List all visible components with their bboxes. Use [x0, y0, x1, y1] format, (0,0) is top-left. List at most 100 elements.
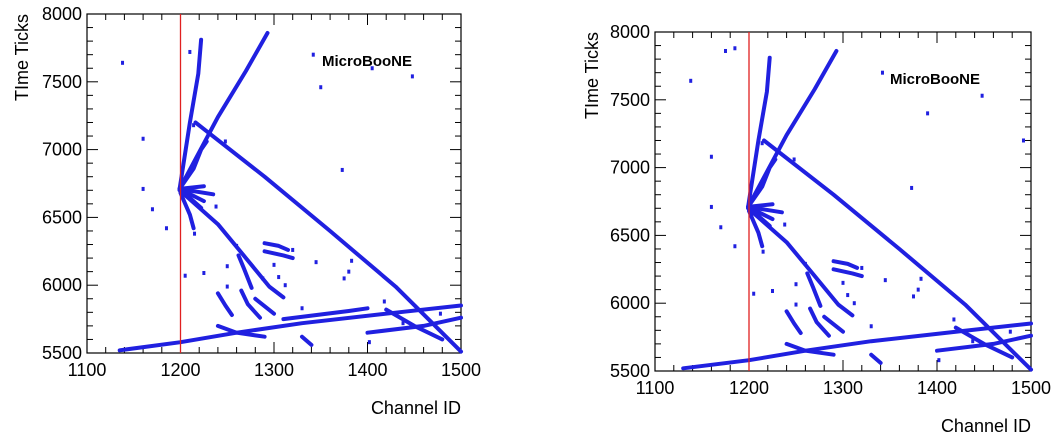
- hit-point: [401, 321, 405, 326]
- track-line: [117, 303, 463, 353]
- track-line: [281, 306, 370, 322]
- hit-point: [277, 275, 281, 280]
- track-line: [831, 267, 864, 279]
- track-line: [762, 138, 1033, 372]
- track-line: [177, 139, 209, 191]
- y-tick-label: 7000: [610, 158, 650, 178]
- hit-point: [1008, 329, 1012, 334]
- track-line: [300, 334, 314, 347]
- track-line: [681, 321, 1033, 371]
- track-line: [784, 309, 803, 335]
- hit-point: [794, 302, 798, 307]
- hit-point: [783, 222, 787, 227]
- hit-point: [214, 204, 218, 209]
- x-tick-label: 1400: [917, 378, 957, 398]
- hit-point: [438, 311, 442, 316]
- hit-point: [1021, 138, 1025, 143]
- track-line: [746, 157, 778, 209]
- y-tick-label: 8000: [610, 22, 650, 42]
- hit-point: [761, 249, 765, 254]
- hit-point: [916, 287, 920, 292]
- x-tick-label: 1500: [1011, 378, 1051, 398]
- track-line: [384, 307, 445, 342]
- track-line: [869, 352, 883, 365]
- hit-point: [272, 262, 276, 267]
- hit-point: [709, 154, 713, 159]
- hit-point: [319, 85, 323, 90]
- y-tick-label: 5500: [42, 343, 82, 363]
- chart-panel-left: TIme Ticks Channel ID MicroBooNE 1100 120…: [12, 4, 481, 418]
- x-tick-label: 1200: [729, 378, 769, 398]
- axis-ticks: 1100 1200 1300 1400 1500 5500 6000 6500 7000 7500…: [610, 22, 1051, 398]
- hit-point: [300, 306, 304, 311]
- hit-point: [291, 247, 295, 252]
- hit-point: [342, 276, 346, 281]
- y-tick-label: 6000: [610, 293, 650, 313]
- track-line: [178, 191, 196, 231]
- track-line: [177, 37, 204, 191]
- hit-point: [141, 186, 145, 191]
- hit-point: [777, 149, 781, 154]
- track-line: [935, 333, 1033, 353]
- track-line: [746, 55, 772, 209]
- hit-point: [382, 299, 386, 304]
- track-line: [262, 249, 295, 261]
- hit-point: [846, 293, 850, 298]
- track-line: [193, 120, 463, 354]
- y-tick-label: 6000: [42, 275, 82, 295]
- x-tick-label: 1100: [68, 360, 107, 380]
- hit-point: [771, 288, 774, 293]
- track-line: [808, 306, 831, 338]
- hit-point: [689, 78, 693, 83]
- hit-point: [347, 269, 351, 274]
- hit-point: [164, 226, 168, 231]
- hit-point: [912, 294, 915, 299]
- hit-point: [869, 324, 873, 329]
- track-line: [236, 253, 254, 290]
- y-axis-label: TIme Ticks: [12, 14, 32, 101]
- hit-point: [141, 136, 145, 141]
- hit-point: [193, 231, 197, 236]
- hit-point: [410, 74, 414, 79]
- y-tick-label: 7000: [42, 140, 82, 160]
- x-axis-label: Channel ID: [941, 416, 1031, 436]
- data-marks: [681, 32, 1033, 372]
- hit-point: [841, 280, 845, 285]
- hit-point: [733, 244, 737, 249]
- y-tick-label: 7500: [610, 90, 650, 110]
- hit-point: [733, 46, 737, 51]
- hit-point: [208, 131, 212, 136]
- track-line: [822, 314, 845, 334]
- hit-point: [709, 204, 713, 209]
- track-line: [253, 296, 276, 316]
- y-tick-label: 7500: [42, 72, 82, 92]
- hit-point: [803, 261, 807, 266]
- hit-point: [183, 273, 187, 278]
- track-line: [262, 241, 290, 252]
- hit-point: [225, 264, 229, 269]
- hit-point: [350, 258, 354, 263]
- track-line: [239, 288, 262, 320]
- hit-point: [370, 66, 374, 71]
- track-line: [831, 259, 860, 270]
- chart-annotation: MicroBooNE: [322, 53, 412, 70]
- hit-point: [121, 60, 125, 65]
- hit-point: [235, 243, 239, 248]
- hit-point: [261, 276, 265, 281]
- y-axis-label: TIme Ticks: [582, 32, 602, 119]
- hit-point: [724, 48, 727, 53]
- hit-point: [188, 49, 192, 54]
- hit-point: [937, 358, 941, 363]
- x-axis-label: Channel ID: [371, 398, 461, 418]
- hit-point: [340, 167, 344, 172]
- hit-point: [880, 70, 884, 75]
- y-tick-label: 6500: [610, 225, 650, 245]
- hit-point: [223, 139, 227, 144]
- axis-ticks: 1100 1200 1300 1400 1500 5500 6000 6500 7000 7500…: [42, 4, 481, 380]
- track-line: [953, 325, 1015, 360]
- hit-point: [919, 276, 923, 281]
- x-tick-label: 1300: [823, 378, 863, 398]
- y-tick-label: 6500: [42, 207, 82, 227]
- hit-point: [952, 317, 956, 322]
